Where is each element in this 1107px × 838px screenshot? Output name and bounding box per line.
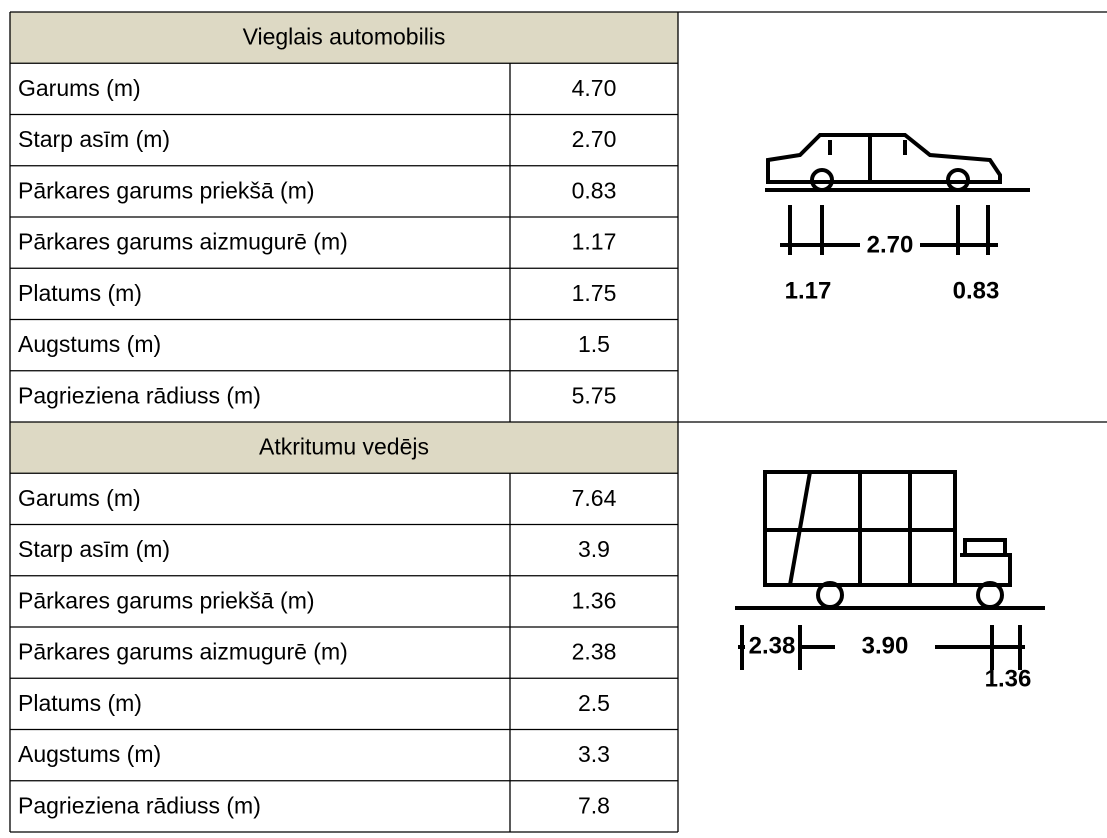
section-header-cell — [10, 12, 678, 64]
dimension-label: 1.17 — [785, 277, 832, 304]
row-value: 7.8 — [578, 792, 610, 818]
row-value: 4.70 — [572, 75, 617, 101]
row-value: 1.36 — [572, 587, 617, 613]
dimension-lines — [780, 205, 998, 255]
truck-box — [763, 470, 957, 587]
row-value: 1.5 — [578, 331, 610, 357]
row-value: 0.83 — [572, 177, 617, 203]
row-value: 7.64 — [572, 485, 617, 511]
row-label: Garums (m) — [18, 485, 141, 511]
dimension-label: 1.36 — [985, 665, 1032, 692]
car-windows — [828, 137, 907, 182]
row-label: Pārkares garums aizmugurē (m) — [18, 639, 348, 665]
section-title: Atkritumu vedējs — [259, 434, 429, 460]
dimension-label: 0.83 — [953, 277, 1000, 304]
dimension-label: 3.90 — [862, 632, 909, 659]
row-value: 2.70 — [572, 126, 617, 152]
section-header-cell — [10, 422, 678, 474]
row-value: 3.3 — [578, 741, 610, 767]
truck-drawing: 2.38 3.90 1.36 — [735, 470, 1045, 692]
row-label: Pārkares garums aizmugurē (m) — [18, 229, 348, 255]
row-label: Platums (m) — [18, 690, 142, 716]
row-value: 2.38 — [572, 639, 617, 665]
row-label: Pagrieziena rādiuss (m) — [18, 792, 261, 818]
row-label: Augstums (m) — [18, 741, 161, 767]
row-value: 1.17 — [572, 229, 617, 255]
row-label: Pārkares garums priekšā (m) — [18, 177, 315, 203]
row-label: Pārkares garums priekšā (m) — [18, 587, 315, 613]
row-label: Platums (m) — [18, 280, 142, 306]
row-label: Augstums (m) — [18, 331, 161, 357]
row-label: Garums (m) — [18, 75, 141, 101]
row-label: Starp asīm (m) — [18, 126, 170, 152]
dimension-label: 2.38 — [749, 632, 796, 659]
car-drawing: 2.70 1.17 0.83 — [765, 133, 1030, 304]
row-label: Pagrieziena rādiuss (m) — [18, 382, 261, 408]
row-value: 5.75 — [572, 382, 617, 408]
car-body — [766, 133, 1002, 184]
row-value: 1.75 — [572, 280, 617, 306]
row-value: 2.5 — [578, 690, 610, 716]
truck-cab — [955, 538, 1012, 587]
dimension-lines — [738, 625, 1025, 670]
row-value: 3.9 — [578, 536, 610, 562]
row-label: Starp asīm (m) — [18, 536, 170, 562]
section-title: Vieglais automobilis — [243, 24, 446, 50]
dimension-label: 2.70 — [867, 231, 914, 258]
